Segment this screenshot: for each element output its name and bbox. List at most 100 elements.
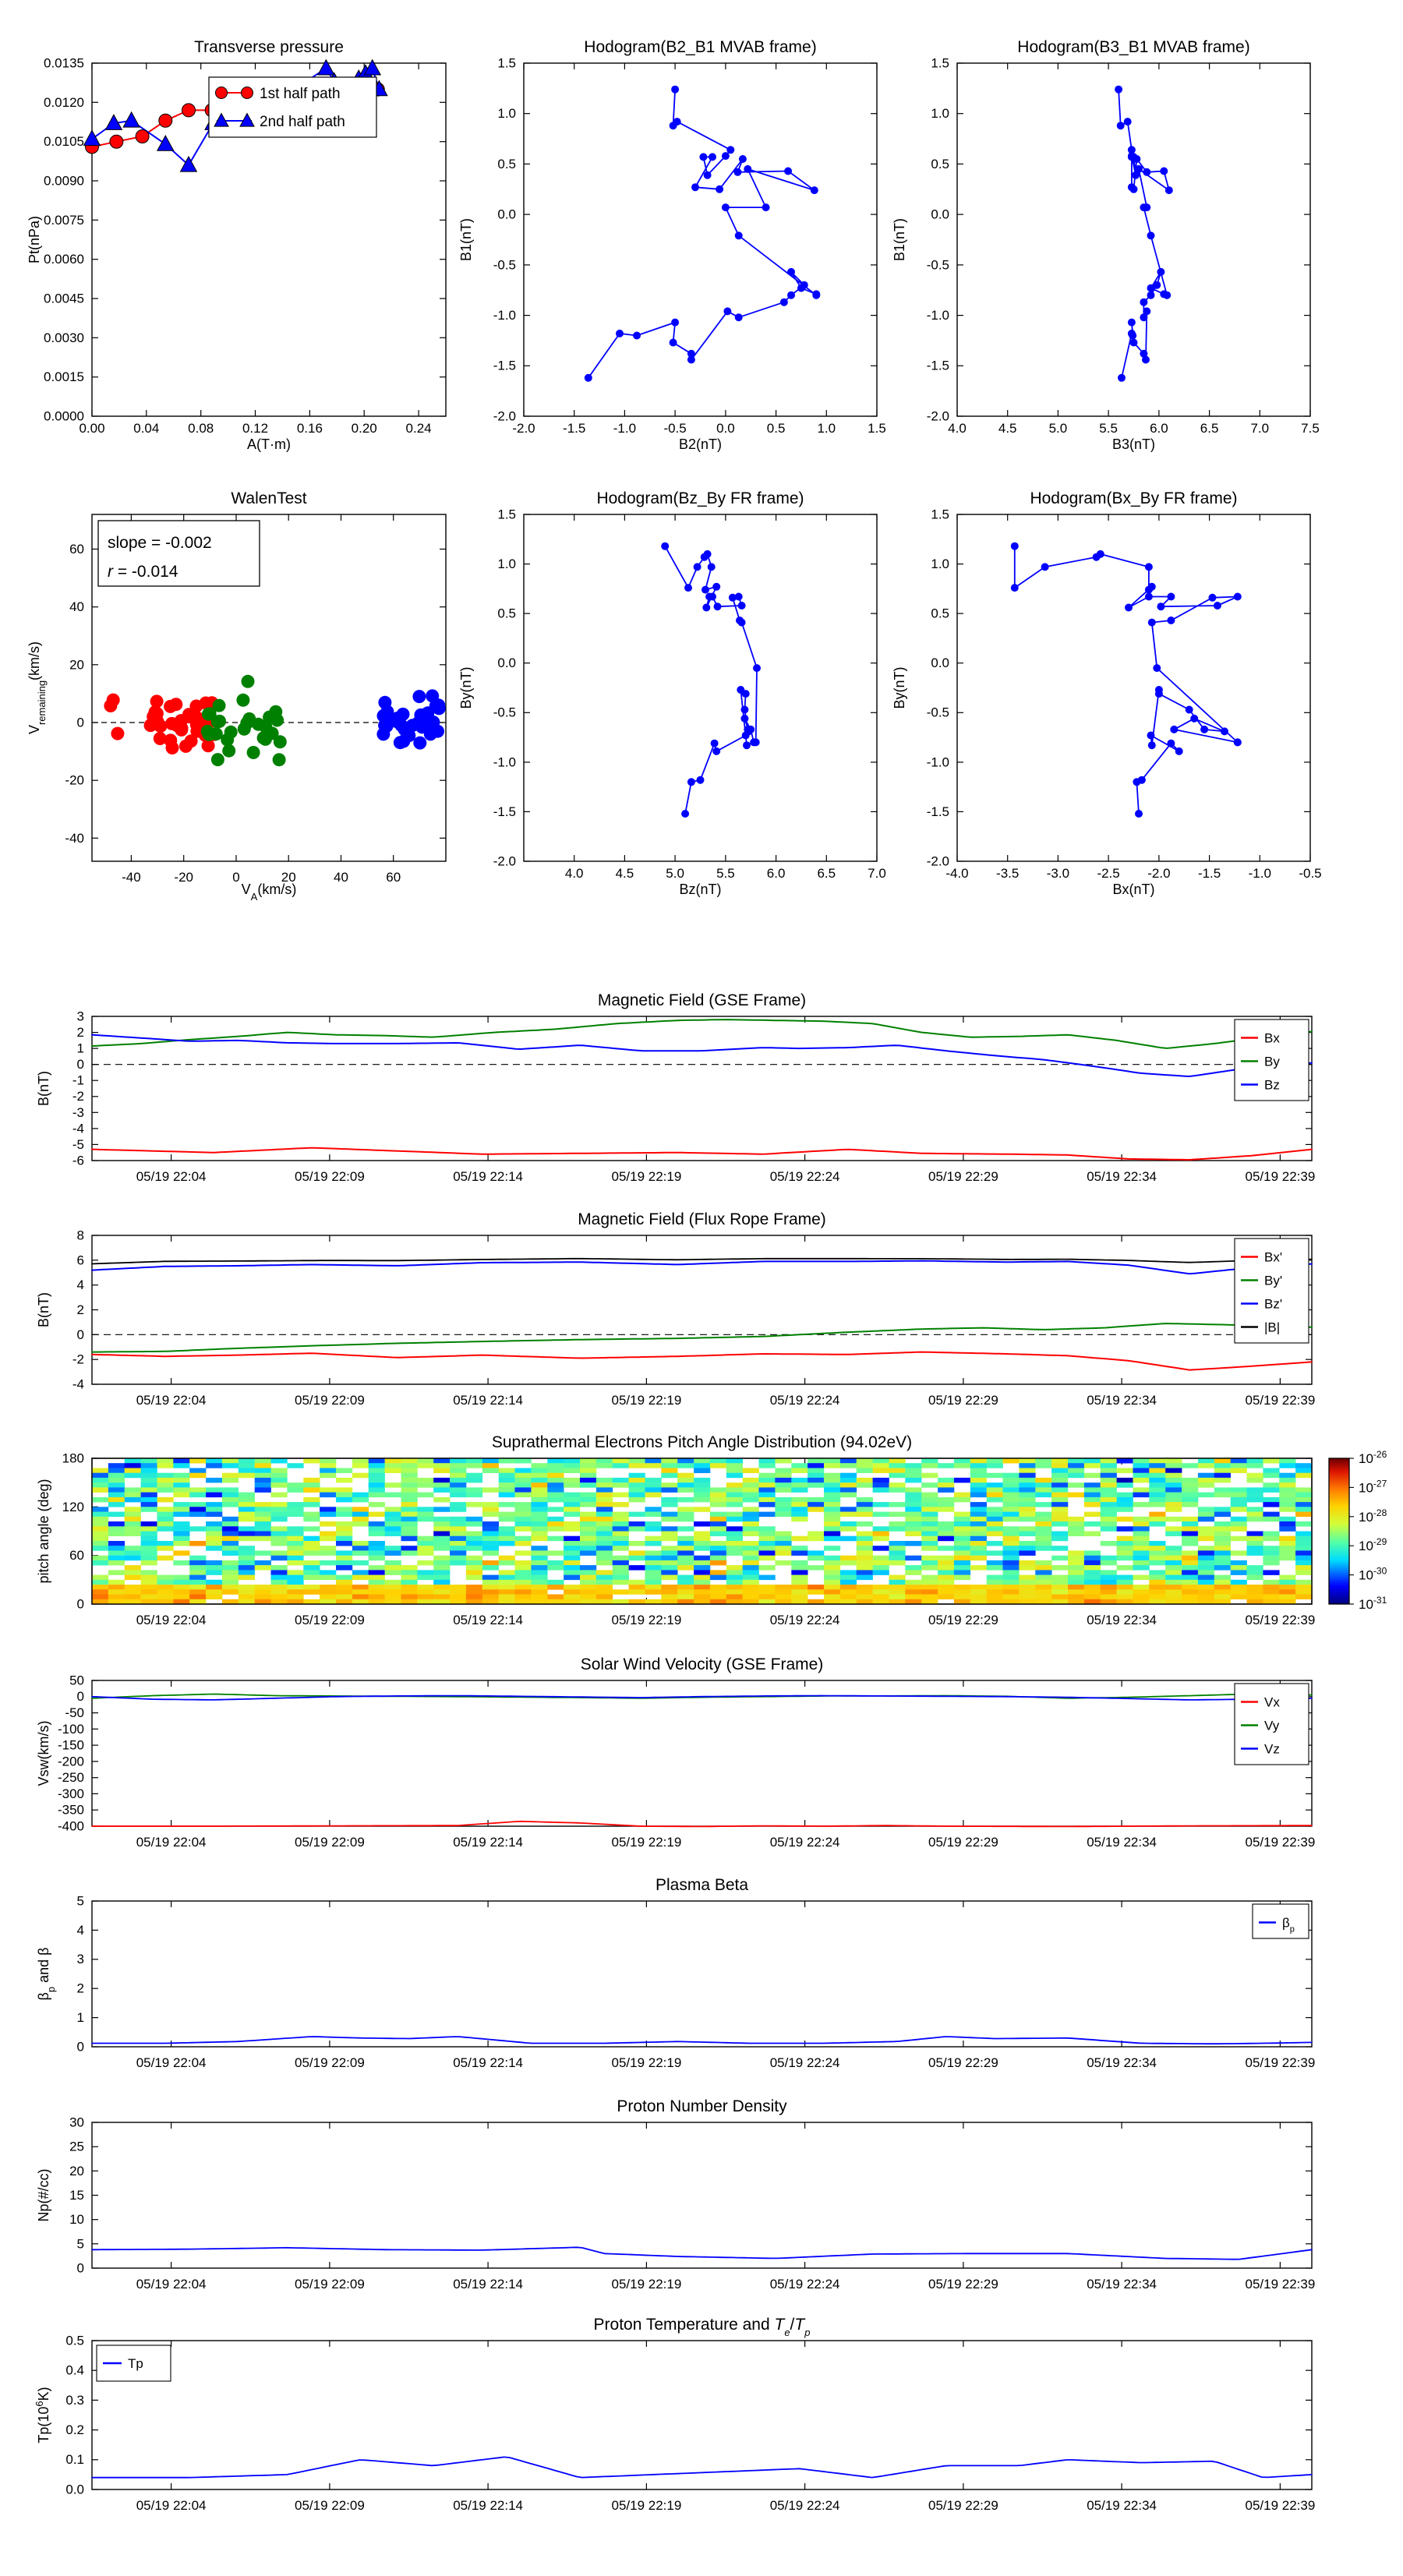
svg-text:|B|: |B| — [1264, 1320, 1280, 1335]
svg-text:-1.0: -1.0 — [1249, 866, 1271, 881]
svg-text:-2: -2 — [72, 1089, 84, 1104]
svg-text:3: 3 — [77, 1952, 84, 1966]
svg-text:0.0120: 0.0120 — [44, 95, 84, 110]
svg-text:0.0: 0.0 — [931, 655, 949, 670]
svg-text:-0.5: -0.5 — [1299, 866, 1321, 881]
svg-text:r = -0.014: r = -0.014 — [108, 563, 178, 581]
svg-text:05/19 22:29: 05/19 22:29 — [928, 1613, 998, 1627]
svg-text:05/19 22:09: 05/19 22:09 — [295, 1835, 365, 1850]
svg-text:05/19 22:09: 05/19 22:09 — [295, 1613, 365, 1627]
svg-text:0.5: 0.5 — [497, 606, 516, 621]
svg-text:-0.5: -0.5 — [927, 257, 949, 272]
svg-text:05/19 22:19: 05/19 22:19 — [611, 1613, 681, 1627]
svg-text:05/19 22:29: 05/19 22:29 — [928, 2277, 998, 2292]
svg-text:Bz(nT): Bz(nT) — [680, 882, 722, 897]
svg-text:05/19 22:19: 05/19 22:19 — [611, 1835, 681, 1850]
svg-text:-350: -350 — [58, 1803, 84, 1818]
svg-text:By(nT): By(nT) — [892, 667, 907, 709]
svg-text:0.0015: 0.0015 — [44, 369, 84, 384]
svg-text:-2.0: -2.0 — [1147, 866, 1170, 881]
svg-text:05/19 22:34: 05/19 22:34 — [1087, 1393, 1157, 1408]
svg-text:Transverse pressure: Transverse pressure — [194, 38, 344, 56]
svg-text:-5: -5 — [72, 1137, 84, 1152]
svg-text:05/19 22:19: 05/19 22:19 — [611, 2055, 681, 2070]
svg-text:05/19 22:34: 05/19 22:34 — [1087, 1835, 1157, 1850]
svg-text:0.04: 0.04 — [133, 421, 159, 436]
svg-text:0.0090: 0.0090 — [44, 173, 84, 188]
svg-text:-20: -20 — [174, 870, 193, 885]
svg-text:0: 0 — [77, 1327, 84, 1342]
svg-text:05/19 22:04: 05/19 22:04 — [136, 2277, 207, 2292]
svg-text:5: 5 — [77, 1893, 84, 1908]
svg-text:05/19 22:24: 05/19 22:24 — [770, 2055, 840, 2070]
svg-text:Solar Wind Velocity (GSE Frame: Solar Wind Velocity (GSE Frame) — [581, 1655, 824, 1673]
svg-text:05/19 22:39: 05/19 22:39 — [1245, 1169, 1315, 1184]
svg-text:05/19 22:14: 05/19 22:14 — [453, 2055, 523, 2070]
svg-text:0.12: 0.12 — [242, 421, 268, 436]
svg-text:0.0: 0.0 — [716, 421, 735, 436]
svg-text:Vx: Vx — [1264, 1695, 1280, 1710]
svg-text:-2.0: -2.0 — [493, 408, 516, 423]
svg-text:05/19 22:29: 05/19 22:29 — [928, 1835, 998, 1850]
svg-text:Tp(106K): Tp(106K) — [34, 2387, 52, 2443]
svg-text:05/19 22:04: 05/19 22:04 — [136, 1835, 207, 1850]
svg-text:0.16: 0.16 — [297, 421, 323, 436]
svg-text:0.0030: 0.0030 — [44, 330, 84, 345]
svg-text:Magnetic Field (GSE Frame): Magnetic Field (GSE Frame) — [598, 991, 806, 1009]
svg-text:05/19 22:24: 05/19 22:24 — [770, 2498, 840, 2513]
svg-text:-2.0: -2.0 — [927, 853, 949, 868]
svg-text:05/19 22:14: 05/19 22:14 — [453, 1169, 523, 1184]
svg-text:Plasma Beta: Plasma Beta — [656, 1876, 748, 1894]
svg-text:0.5: 0.5 — [767, 421, 786, 436]
svg-text:60: 60 — [69, 542, 84, 557]
svg-text:0: 0 — [232, 870, 239, 885]
svg-text:Bx: Bx — [1264, 1031, 1280, 1046]
svg-text:0.0: 0.0 — [497, 207, 516, 222]
svg-text:1.5: 1.5 — [931, 507, 949, 521]
svg-text:0.5: 0.5 — [65, 2333, 84, 2348]
svg-text:-2.0: -2.0 — [927, 408, 949, 423]
svg-text:B1(nT): B1(nT) — [892, 218, 907, 261]
svg-text:6.5: 6.5 — [1200, 421, 1219, 436]
svg-text:60: 60 — [386, 870, 401, 885]
svg-text:0.3: 0.3 — [65, 2393, 84, 2408]
svg-text:0.0045: 0.0045 — [44, 291, 84, 306]
svg-text:Bx': Bx' — [1264, 1250, 1282, 1265]
svg-text:3: 3 — [77, 1009, 84, 1023]
svg-text:Bx(nT): Bx(nT) — [1113, 882, 1155, 897]
svg-text:05/19 22:09: 05/19 22:09 — [295, 2055, 365, 2070]
svg-text:-1.0: -1.0 — [927, 754, 949, 769]
svg-text:6.5: 6.5 — [817, 866, 836, 881]
svg-text:-3: -3 — [72, 1105, 84, 1120]
svg-text:2: 2 — [77, 1981, 84, 1996]
svg-text:0.20: 0.20 — [352, 421, 377, 436]
svg-text:-1.0: -1.0 — [493, 754, 516, 769]
svg-text:0.5: 0.5 — [931, 157, 949, 171]
svg-text:1.0: 1.0 — [931, 557, 949, 571]
svg-text:0.0: 0.0 — [931, 207, 949, 222]
svg-text:5.5: 5.5 — [1099, 421, 1118, 436]
svg-text:05/19 22:09: 05/19 22:09 — [295, 1393, 365, 1408]
svg-text:5: 5 — [77, 2236, 84, 2251]
svg-text:05/19 22:09: 05/19 22:09 — [295, 2498, 365, 2513]
svg-text:7.0: 7.0 — [868, 866, 886, 881]
svg-text:Hodogram(B2_B1 MVAB frame): Hodogram(B2_B1 MVAB frame) — [584, 38, 816, 56]
svg-text:By': By' — [1264, 1274, 1282, 1288]
svg-text:05/19 22:34: 05/19 22:34 — [1087, 2277, 1157, 2292]
svg-text:05/19 22:19: 05/19 22:19 — [611, 1393, 681, 1408]
svg-text:-50: -50 — [65, 1705, 84, 1720]
svg-text:05/19 22:14: 05/19 22:14 — [453, 1613, 523, 1627]
svg-text:0.08: 0.08 — [188, 421, 214, 436]
svg-text:-3.5: -3.5 — [996, 866, 1019, 881]
svg-text:-20: -20 — [65, 773, 84, 788]
svg-text:Vsw(km/s): Vsw(km/s) — [36, 1721, 51, 1786]
svg-text:05/19 22:09: 05/19 22:09 — [295, 1169, 365, 1184]
svg-text:0: 0 — [77, 2260, 84, 2275]
svg-text:-2.5: -2.5 — [1097, 866, 1119, 881]
svg-text:50: 50 — [69, 1673, 84, 1687]
svg-text:05/19 22:14: 05/19 22:14 — [453, 2498, 523, 2513]
svg-text:4.0: 4.0 — [565, 866, 584, 881]
svg-text:0.0135: 0.0135 — [44, 55, 84, 70]
svg-text:-2.0: -2.0 — [493, 853, 516, 868]
svg-text:1.0: 1.0 — [497, 106, 516, 121]
